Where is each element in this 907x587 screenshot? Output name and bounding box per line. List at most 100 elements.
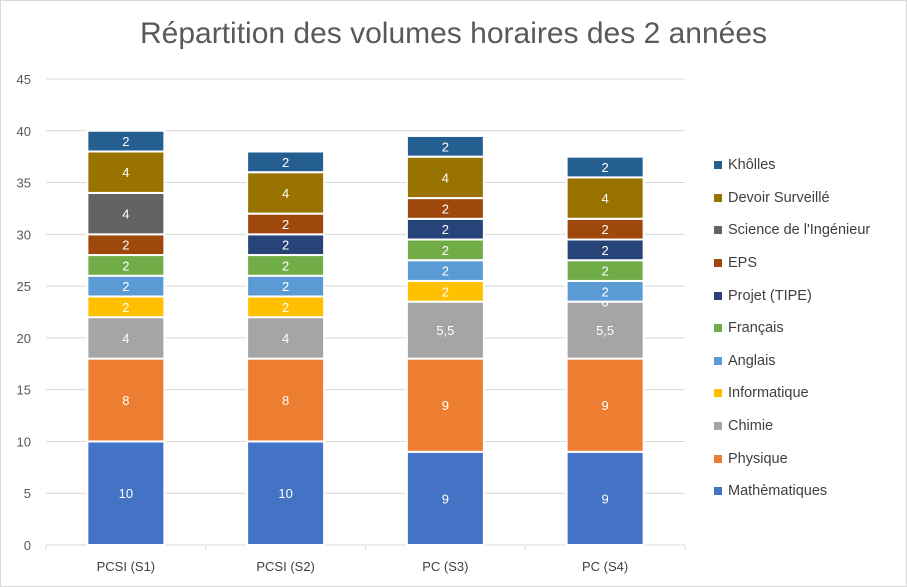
bar-segment	[405, 450, 485, 546]
data-label: 2	[282, 217, 289, 232]
x-tick-label: PC (S4)	[582, 559, 628, 574]
data-label: 2	[282, 279, 289, 294]
y-tick-label: 15	[17, 383, 31, 398]
legend-swatch	[714, 356, 722, 365]
legend-label: Projet (TIPE)	[728, 287, 812, 304]
data-label: 10	[119, 486, 133, 501]
data-label: 2	[602, 160, 609, 175]
bar-segment	[565, 176, 645, 220]
x-tick-label: PCSI (S1)	[97, 559, 156, 574]
y-tick-label: 35	[17, 176, 31, 191]
data-label: 2	[122, 258, 129, 273]
legend-item: Chimie	[714, 410, 870, 443]
data-label: 2	[442, 264, 449, 279]
data-label: 2	[282, 258, 289, 273]
data-label: 8	[282, 393, 289, 408]
legend-swatch	[714, 454, 722, 463]
data-label: 2	[282, 155, 289, 170]
bar-segment	[246, 171, 326, 215]
bar-segment	[405, 134, 485, 158]
data-label: 4	[122, 165, 129, 180]
legend-item: Mathèmatiques	[714, 475, 870, 508]
data-label: 2	[602, 284, 609, 299]
legend-swatch	[714, 422, 722, 431]
bar-segment	[86, 357, 166, 443]
legend-label: EPS	[728, 255, 758, 272]
data-label: 2	[122, 134, 129, 149]
data-label: 2	[602, 222, 609, 237]
chart-title: Répartition des volumes horaires des 2 a…	[139, 17, 768, 50]
bar-segment	[86, 129, 166, 153]
y-tick-label: 20	[17, 331, 31, 346]
data-label: 2	[122, 300, 129, 315]
bar-segment	[246, 150, 326, 174]
bar-segment	[86, 316, 166, 360]
bar-segment	[565, 300, 645, 360]
data-label: 2	[282, 238, 289, 253]
legend-swatch	[714, 193, 722, 202]
y-tick-label: 5	[24, 486, 31, 501]
bar-segment	[565, 357, 645, 453]
legend-label: Informatique	[728, 385, 809, 402]
data-label: 4	[442, 170, 449, 185]
legend-item: Science de l'Ingénieur	[714, 214, 870, 247]
data-label: 5,5	[596, 323, 614, 338]
legend-item: EPS	[714, 247, 870, 280]
legend-item: Khôlles	[714, 149, 870, 182]
legend-label: Chimie	[728, 418, 774, 435]
data-label: 2	[122, 279, 129, 294]
legend-swatch	[714, 259, 722, 268]
legend-swatch	[714, 389, 722, 398]
legend-swatch	[714, 291, 722, 300]
bar-segment	[405, 357, 485, 453]
bar-segment	[246, 440, 326, 547]
data-label: 4	[122, 207, 129, 222]
x-tick-label: PC (S3)	[422, 559, 468, 574]
legend-label: Mathèmatiques	[728, 483, 828, 500]
legend-swatch	[714, 161, 722, 170]
data-label: 5,5	[436, 323, 454, 338]
data-label: 2	[442, 243, 449, 258]
data-label: 9	[602, 491, 609, 506]
legend-item: Physique	[714, 442, 870, 475]
data-label: 2	[442, 222, 449, 237]
data-label: 8	[122, 393, 129, 408]
y-tick-label: 10	[17, 434, 31, 449]
data-label: 2	[442, 139, 449, 154]
legend-item: Français	[714, 312, 870, 345]
data-label: 9	[442, 491, 449, 506]
bar-segment	[565, 155, 645, 179]
legend-swatch	[714, 324, 722, 333]
y-tick-label: 25	[17, 279, 31, 294]
y-tick-label: 45	[17, 72, 31, 87]
data-label: 2	[282, 300, 289, 315]
legend-label: Science de l'Ingénieur	[728, 222, 871, 239]
legend-item: Informatique	[714, 377, 870, 410]
data-label: 2	[442, 201, 449, 216]
data-label: 4	[602, 191, 609, 206]
data-label: 2	[122, 238, 129, 253]
data-label: 2	[442, 284, 449, 299]
legend-item: Devoir Surveillé	[714, 182, 870, 215]
bar-segment	[86, 440, 166, 547]
data-label: 4	[282, 186, 289, 201]
data-label: 2	[602, 264, 609, 279]
bar-segment	[246, 357, 326, 443]
bar-segment	[405, 155, 485, 200]
legend-swatch	[714, 226, 722, 235]
legend-label: Français	[728, 320, 784, 337]
chart-legend: Khôlles Devoir Surveillé Science de l'Ingé…	[714, 149, 870, 508]
y-tick-label: 0	[24, 538, 31, 553]
bar-segment	[246, 316, 326, 360]
bar-segment	[405, 300, 485, 360]
legend-label: Devoir Surveillé	[728, 189, 830, 206]
bar-segment	[86, 191, 166, 236]
x-tick-label: PCSI (S2)	[256, 559, 315, 574]
data-label: 4	[122, 331, 129, 346]
legend-swatch	[714, 487, 722, 496]
legend-label: Physique	[728, 450, 788, 467]
legend-item: Projet (TIPE)	[714, 279, 870, 312]
data-label: 9	[602, 398, 609, 413]
